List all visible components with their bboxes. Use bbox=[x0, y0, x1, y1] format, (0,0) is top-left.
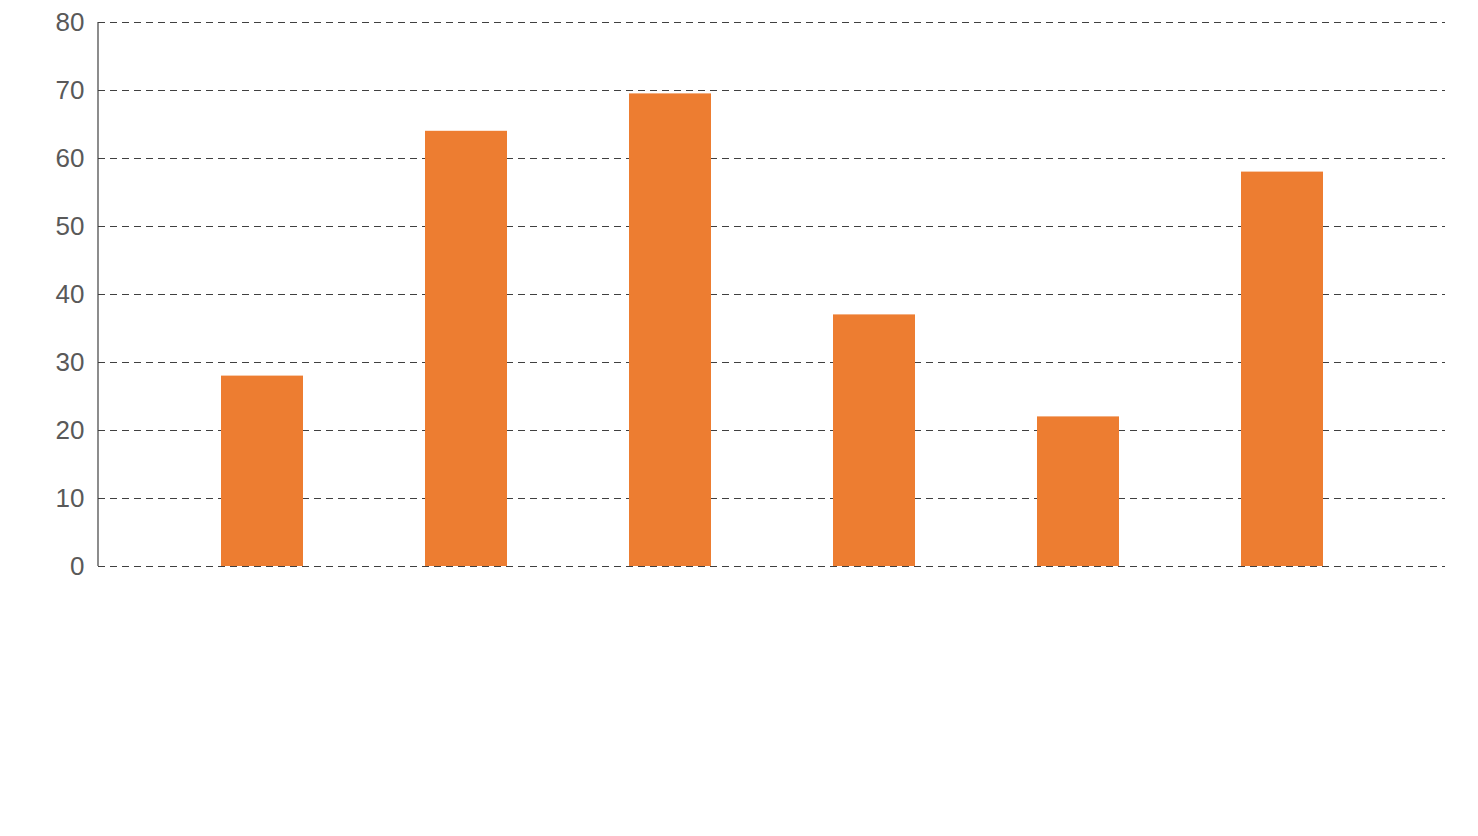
svg-text:70: 70 bbox=[56, 75, 85, 105]
svg-text:40: 40 bbox=[56, 279, 85, 309]
svg-text:0: 0 bbox=[70, 551, 84, 581]
svg-text:50: 50 bbox=[56, 211, 85, 241]
svg-text:60: 60 bbox=[56, 143, 85, 173]
svg-text:10: 10 bbox=[56, 483, 85, 513]
svg-text:80: 80 bbox=[56, 7, 85, 37]
svg-text:30: 30 bbox=[56, 347, 85, 377]
svg-text:20: 20 bbox=[56, 415, 85, 445]
